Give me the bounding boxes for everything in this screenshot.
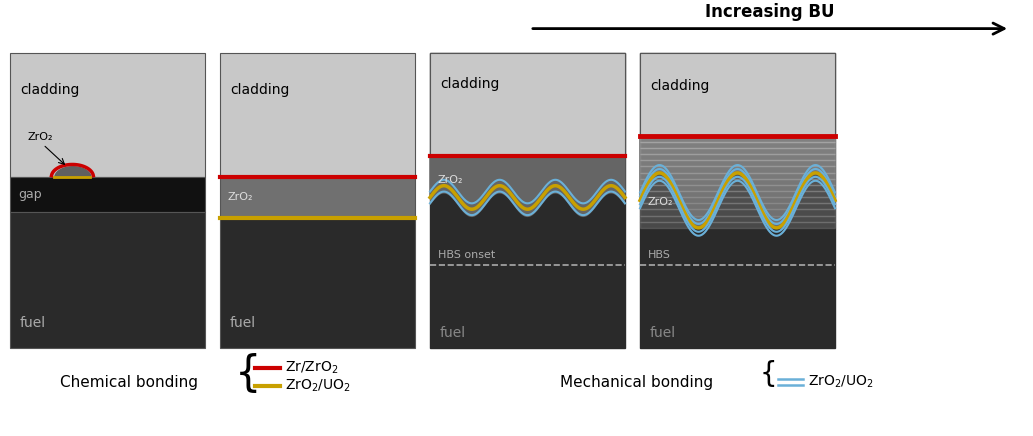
Polygon shape: [640, 203, 835, 209]
Text: fuel: fuel: [650, 326, 677, 340]
Text: fuel: fuel: [20, 316, 46, 330]
Polygon shape: [640, 136, 835, 142]
Polygon shape: [640, 167, 835, 173]
Text: fuel: fuel: [230, 316, 256, 330]
Polygon shape: [640, 53, 835, 347]
Polygon shape: [640, 142, 835, 148]
Text: fuel: fuel: [440, 326, 466, 340]
Text: cladding: cladding: [650, 79, 710, 93]
FancyBboxPatch shape: [10, 177, 205, 212]
Text: ZrO₂: ZrO₂: [228, 192, 253, 202]
Polygon shape: [640, 209, 835, 215]
Text: HBS: HBS: [648, 250, 670, 260]
Text: ZrO$_2$/UO$_2$: ZrO$_2$/UO$_2$: [808, 374, 874, 390]
Polygon shape: [640, 222, 835, 228]
Text: ZrO₂: ZrO₂: [648, 197, 674, 207]
FancyBboxPatch shape: [220, 53, 415, 177]
Text: Chemical bonding: Chemical bonding: [60, 375, 198, 389]
Text: cladding: cladding: [230, 83, 289, 97]
Polygon shape: [640, 154, 835, 160]
Text: {: {: [760, 360, 778, 388]
FancyBboxPatch shape: [220, 218, 415, 347]
Text: Increasing BU: Increasing BU: [706, 3, 835, 21]
Text: gap: gap: [18, 188, 41, 201]
FancyBboxPatch shape: [640, 53, 835, 136]
FancyBboxPatch shape: [430, 53, 625, 156]
FancyBboxPatch shape: [220, 177, 415, 218]
Polygon shape: [640, 191, 835, 197]
Polygon shape: [640, 197, 835, 203]
FancyBboxPatch shape: [430, 53, 625, 156]
Polygon shape: [430, 53, 625, 347]
Polygon shape: [430, 156, 625, 209]
Text: cladding: cladding: [20, 83, 80, 97]
Polygon shape: [640, 148, 835, 154]
Text: HBS onset: HBS onset: [438, 250, 495, 260]
Text: ZrO₂: ZrO₂: [438, 175, 464, 185]
FancyBboxPatch shape: [10, 212, 205, 347]
Polygon shape: [640, 160, 835, 167]
FancyBboxPatch shape: [10, 53, 205, 177]
FancyBboxPatch shape: [430, 53, 625, 347]
Text: ZrO₂: ZrO₂: [28, 133, 54, 143]
Text: ZrO$_2$/UO$_2$: ZrO$_2$/UO$_2$: [285, 378, 351, 394]
Polygon shape: [640, 179, 835, 185]
Polygon shape: [640, 185, 835, 191]
Text: cladding: cladding: [440, 77, 499, 91]
Polygon shape: [640, 136, 835, 228]
Polygon shape: [640, 173, 835, 179]
Text: Zr/ZrO$_2$: Zr/ZrO$_2$: [285, 360, 339, 376]
Text: Mechanical bonding: Mechanical bonding: [560, 375, 713, 389]
Polygon shape: [640, 215, 835, 222]
Text: {: {: [234, 353, 261, 395]
